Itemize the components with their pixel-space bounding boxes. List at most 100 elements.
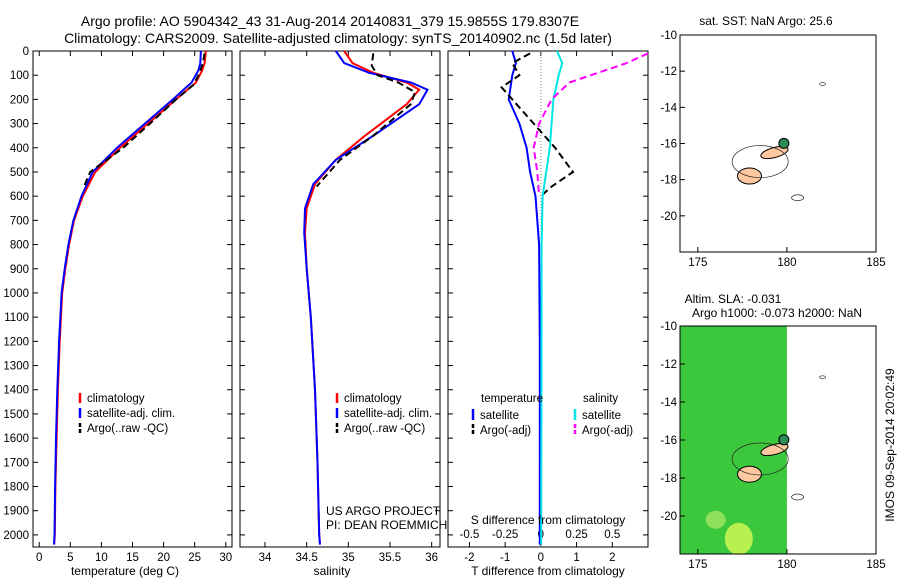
map-bottom-small-island — [819, 375, 826, 380]
depth-tick-label: 1300 — [3, 361, 29, 373]
differences-xtick-label: 0 — [538, 552, 544, 564]
map-top-ytick-label: -10 — [660, 30, 677, 42]
diff-legend-label: satellite — [582, 410, 621, 422]
depth-tick-label: 400 — [10, 143, 29, 155]
depth-tick-label: 700 — [10, 215, 29, 227]
map-bottom-ytick-label: -16 — [660, 435, 677, 447]
diff-legend-label: Argo(-adj) — [582, 425, 633, 437]
depth-tick-label: 300 — [10, 119, 29, 131]
map-top-small-island — [819, 81, 826, 86]
differences-xtick-label: 2 — [609, 552, 615, 564]
header-line2: Climatology: CARS2009. Satellite-adjuste… — [64, 30, 612, 46]
differences-series-1 — [500, 52, 575, 197]
depth-tick-label: 900 — [10, 264, 29, 276]
map-top-ytick-label: -16 — [660, 139, 677, 151]
salinity-legend-label: climatology — [344, 393, 402, 405]
depth-tick-label: 0 — [23, 46, 29, 58]
salinity-series-1 — [303, 50, 429, 545]
map-top-small-island — [791, 194, 804, 202]
map-bottom-sla-anomaly — [724, 522, 753, 555]
depth-tick-label: 1800 — [3, 482, 29, 494]
differences-xtick-label: -2 — [464, 552, 474, 564]
map-bottom-argo-marker — [778, 434, 790, 446]
differences-series-0 — [507, 50, 541, 545]
differences-frame — [447, 50, 649, 548]
depth-tick-label: 200 — [10, 94, 29, 106]
depth-tick-label: 1000 — [3, 288, 29, 300]
salinity-frame — [239, 50, 441, 548]
map-top-reef-contour — [731, 145, 789, 178]
temperature-xtick-label: 20 — [157, 552, 170, 564]
depth-tick-label: 1600 — [3, 433, 29, 445]
differences-series-2 — [540, 50, 564, 545]
map-top-xtick-label: 185 — [866, 257, 885, 269]
temperature-legend-label: Argo(..raw -QC) — [87, 423, 168, 435]
map-top-title: sat. SST: NaN Argo: 25.6 — [699, 14, 833, 28]
sdiff-tick-label: -0.25 — [492, 529, 518, 541]
depth-tick-label: 1100 — [4, 312, 29, 324]
temperature-series-2 — [83, 53, 206, 187]
depth-tick-label: 1900 — [3, 506, 29, 518]
depth-tick-label: 100 — [10, 70, 29, 82]
differences-series-3 — [532, 52, 649, 197]
diff-legend-label: satellite — [480, 410, 519, 422]
map-bottom-title-2: Argo h1000: -0.073 h2000: NaN — [692, 306, 862, 320]
diff-legend-label: Argo(-adj) — [480, 425, 531, 437]
depth-tick-label: 1200 — [3, 336, 29, 348]
salinity-xlabel: salinity — [314, 564, 351, 578]
map-bottom-ytick-label: -14 — [660, 397, 677, 409]
map-bottom-small-island — [791, 493, 804, 501]
salinity-xtick-label: 34.5 — [295, 552, 317, 564]
sdiff-tick-label: 0.25 — [565, 529, 587, 541]
map-bottom-ytick-label: -20 — [660, 511, 677, 523]
map-bottom-title-1: Altim. SLA: -0.031 — [685, 292, 782, 306]
map-top-xtick-label: 175 — [688, 257, 707, 269]
temperature-xtick-label: 15 — [126, 552, 139, 564]
project-annotation-1: US ARGO PROJECT — [326, 504, 441, 518]
map-bottom-sla-anomaly — [705, 510, 726, 529]
diff-legend-header: temperature — [481, 393, 543, 405]
differences-xtick-label: 1 — [573, 552, 579, 564]
temperature-legend-label: satellite-adj. clim. — [87, 408, 175, 420]
differences-xtick-label: -1 — [500, 552, 510, 564]
map-top-frame — [679, 34, 877, 253]
sdiff-tick-label: 0.5 — [604, 529, 620, 541]
map-top-ytick-label: -12 — [660, 66, 677, 78]
salinity-xtick-label: 35.5 — [379, 552, 401, 564]
map-top-xtick-label: 180 — [777, 257, 796, 269]
map-bottom-ytick-label: -10 — [660, 321, 677, 333]
map-bottom-sla-field — [680, 326, 787, 554]
temperature-xtick-label: 5 — [67, 552, 73, 564]
project-annotation-2: PI: DEAN ROEMMICH — [326, 518, 447, 532]
depth-tick-label: 1500 — [3, 409, 29, 421]
header-line1: Argo profile: AO 5904342_43 31-Aug-2014 … — [81, 13, 579, 29]
temperature-legend-label: climatology — [87, 393, 145, 405]
salinity-xtick-label: 36 — [425, 552, 438, 564]
sdiff-xlabel: S difference from climatology — [471, 513, 626, 527]
salinity-series-2 — [315, 53, 417, 188]
temperature-xtick-label: 25 — [188, 552, 201, 564]
depth-tick-label: 1400 — [3, 385, 29, 397]
map-bottom-ytick-label: -18 — [660, 473, 677, 485]
temperature-xtick-label: 30 — [219, 552, 232, 564]
salinity-xtick-label: 34 — [259, 552, 272, 564]
map-top-argo-marker — [778, 137, 790, 149]
depth-tick-label: 600 — [10, 191, 29, 203]
map-bottom-reef-contour — [731, 442, 789, 476]
temperature-xtick-label: 0 — [36, 552, 42, 564]
temperature-xlabel: temperature (deg C) — [71, 564, 179, 578]
salinity-legend-label: Argo(..raw -QC) — [344, 423, 425, 435]
diff-legend-header: salinity — [583, 393, 618, 405]
map-bottom-xtick-label: 180 — [777, 559, 796, 571]
map-bottom-xtick-label: 185 — [866, 559, 885, 571]
map-top-ytick-label: -20 — [660, 211, 677, 223]
temperature-xtick-label: 10 — [95, 552, 108, 564]
map-bottom-xtick-label: 175 — [688, 559, 707, 571]
map-top-ytick-label: -14 — [660, 102, 677, 114]
depth-tick-label: 1700 — [3, 457, 29, 469]
imos-stamp: IMOS 09-Sep-2014 20:02:49 — [883, 368, 897, 522]
salinity-legend-label: satellite-adj. clim. — [344, 408, 432, 420]
temperature-series-1 — [53, 50, 202, 545]
map-bottom-ytick-label: -12 — [660, 359, 677, 371]
depth-tick-label: 500 — [10, 167, 29, 179]
